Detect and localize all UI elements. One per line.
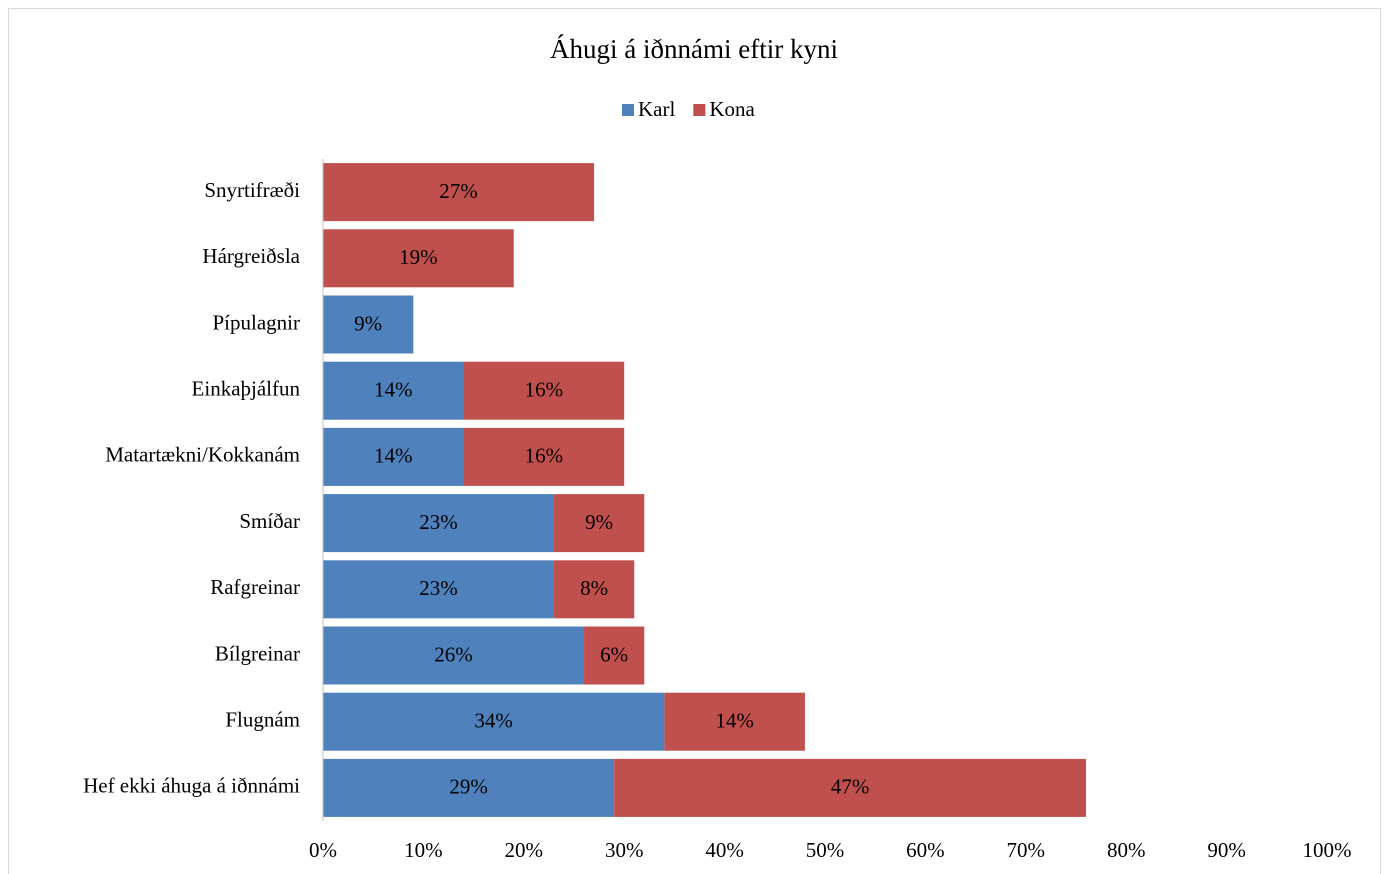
data-label: 29% — [449, 775, 488, 799]
data-label: 9% — [585, 510, 613, 534]
y-tick-label: Hárgreiðsla — [202, 244, 300, 268]
bar-segment — [323, 692, 665, 751]
data-label: 9% — [354, 311, 382, 335]
y-tick-label: Einkaþjálfun — [192, 377, 301, 401]
bar-segment — [323, 361, 464, 420]
bar-segment — [323, 163, 595, 222]
legend-label: Kona — [709, 97, 755, 121]
bar-segment — [323, 295, 414, 354]
data-label: 14% — [374, 444, 413, 468]
bar-segment — [463, 427, 625, 486]
data-label: 14% — [715, 709, 754, 733]
x-tick-label: 100% — [1303, 838, 1352, 862]
y-tick-label: Flugnám — [225, 708, 300, 732]
bar-segment — [664, 692, 805, 751]
data-label: 23% — [419, 576, 458, 600]
x-tick-label: 60% — [906, 838, 945, 862]
data-label: 19% — [399, 245, 438, 269]
x-tick-label: 80% — [1107, 838, 1146, 862]
bar-segment — [553, 494, 645, 553]
x-tick-label: 0% — [309, 838, 337, 862]
bar-segment — [584, 626, 645, 685]
data-label: 47% — [831, 775, 870, 799]
y-tick-label: Pípulagnir — [213, 310, 301, 334]
bar-segment — [323, 494, 554, 553]
x-tick-label: 40% — [705, 838, 744, 862]
data-label: 34% — [474, 709, 513, 733]
x-tick-label: 90% — [1207, 838, 1246, 862]
bar-segment — [323, 229, 514, 288]
bar-segment — [323, 758, 615, 817]
bar-segment — [323, 427, 464, 486]
data-label: 26% — [434, 642, 473, 666]
data-label: 8% — [580, 576, 608, 600]
x-tick-label: 20% — [505, 838, 544, 862]
legend-swatch — [693, 104, 706, 116]
y-tick-label: Smíðar — [239, 509, 300, 533]
data-label: 14% — [374, 378, 413, 402]
data-label: 16% — [525, 444, 564, 468]
bar-segment — [463, 361, 625, 420]
x-tick-label: 30% — [605, 838, 644, 862]
bar-segment — [553, 560, 635, 619]
y-tick-label: Bílgreinar — [215, 641, 300, 665]
y-tick-label: Hef ekki áhuga á iðnnámi — [83, 774, 300, 798]
x-tick-label: 50% — [806, 838, 845, 862]
y-tick-label: Matartækni/Kokkanám — [105, 443, 300, 467]
data-label: 23% — [419, 510, 458, 534]
y-tick-label: Rafgreinar — [210, 575, 300, 599]
data-label: 16% — [525, 378, 564, 402]
chart-title: Áhugi á iðnnámi eftir kyni — [550, 34, 838, 64]
x-tick-label: 10% — [404, 838, 443, 862]
bar-segment — [323, 560, 554, 619]
data-label: 27% — [439, 179, 478, 203]
x-tick-label: 70% — [1007, 838, 1046, 862]
bar-segment — [323, 626, 585, 685]
data-label: 6% — [600, 642, 628, 666]
y-tick-label: Snyrtifræði — [204, 178, 300, 202]
legend-swatch — [622, 104, 634, 116]
legend-label: Karl — [638, 97, 675, 121]
bar-segment — [614, 758, 1087, 817]
